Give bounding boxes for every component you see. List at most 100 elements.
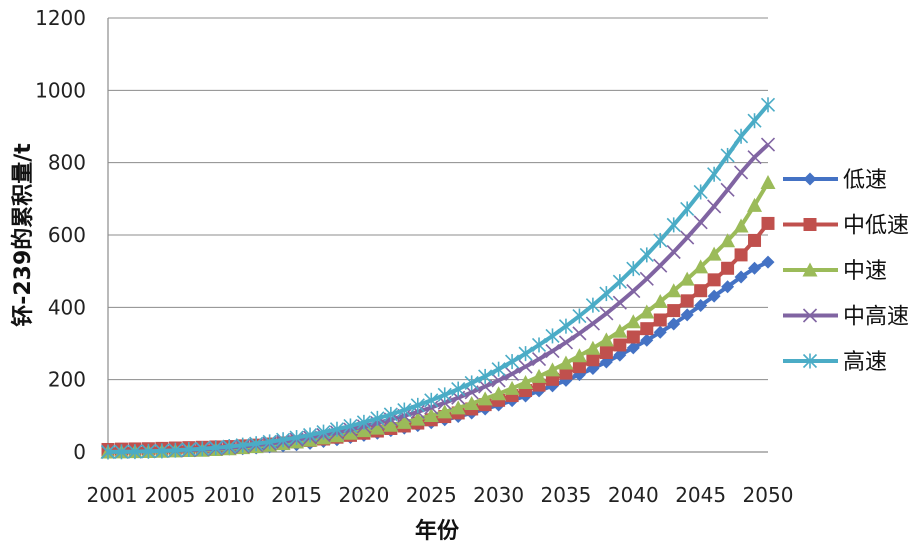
- data-point-高速-2003: [127, 444, 143, 460]
- data-point-高速-2015: [289, 430, 304, 446]
- data-point-中高速-2040: [626, 283, 641, 299]
- x-tick-label-2001: 2001: [87, 483, 138, 507]
- legend-item-中低速: 中低速: [783, 214, 909, 239]
- data-point-高速-2022: [383, 406, 398, 422]
- data-point-中速-2038: [598, 332, 614, 347]
- data-point-低速-2043: [667, 317, 681, 331]
- legend-item-高速: 高速: [783, 350, 887, 375]
- data-point-中速-2035: [558, 355, 574, 370]
- data-point-中速-2028: [464, 396, 480, 411]
- data-point-高速-2019: [343, 418, 358, 434]
- data-point-中速-2036: [571, 348, 587, 363]
- data-point-高速-2021: [370, 410, 385, 426]
- x-axis-title: 年份: [415, 518, 460, 544]
- data-point-高速-2047: [720, 147, 735, 163]
- data-point-中速-2023: [396, 414, 412, 429]
- data-point-中低速-2035: [559, 366, 573, 380]
- data-point-高速-2024: [410, 397, 425, 413]
- data-point-中高速-2043: [666, 244, 681, 260]
- data-point-高速-2026: [437, 387, 452, 403]
- data-point-高速-2009: [208, 440, 223, 456]
- data-point-中高速-2048: [733, 165, 749, 180]
- y-tick-label-1200: 1200: [35, 6, 86, 30]
- data-point-中低速-2049: [748, 233, 762, 247]
- data-point-高速-2016: [302, 427, 318, 443]
- data-point-高速-2044: [680, 201, 695, 217]
- series-line-高速: [107, 103, 770, 454]
- x-tick-label-2040: 2040: [608, 483, 659, 507]
- data-point-中速-2049: [747, 197, 763, 212]
- data-point-中速-2045: [693, 259, 709, 274]
- data-point-高速-2045: [693, 184, 708, 200]
- y-tick-label-800: 800: [48, 151, 86, 175]
- legend-marker-高速: [802, 353, 818, 369]
- data-point-低速-2042: [653, 325, 667, 339]
- series-line-中速: [107, 181, 770, 454]
- data-point-中低速-2041: [640, 322, 654, 336]
- data-point-高速-2025: [424, 392, 439, 408]
- data-point-高速-2028: [464, 375, 479, 391]
- data-point-高速-2048: [733, 128, 749, 144]
- data-point-中速-2020: [356, 423, 372, 438]
- x-tick-label-2035: 2035: [541, 483, 592, 507]
- data-point-高速-2037: [585, 297, 600, 313]
- data-point-中速-2030: [491, 386, 507, 401]
- data-point-中速-2046: [706, 246, 722, 261]
- data-point-中速-2034: [544, 362, 560, 377]
- data-point-中速-2027: [450, 400, 466, 415]
- data-point-高速-2018: [329, 421, 345, 437]
- data-point-高速-2029: [478, 368, 493, 384]
- y-tick-label-1000: 1000: [35, 78, 86, 102]
- data-point-高速-2017: [316, 424, 331, 440]
- data-point-中低速-2037: [586, 353, 600, 367]
- data-point-高速-2001: [100, 444, 116, 460]
- gridlines: [108, 17, 768, 381]
- data-point-中低速-2044: [680, 294, 694, 308]
- legend-label-高速: 高速: [843, 350, 887, 375]
- x-tick-label-2015: 2015: [271, 483, 322, 507]
- data-point-中高速-2044: [680, 230, 695, 245]
- data-point-中速-2044: [679, 271, 695, 286]
- data-point-中高速-2031: [505, 366, 520, 381]
- data-point-中低速-2039: [613, 338, 627, 352]
- y-tick-label-200: 200: [48, 368, 86, 392]
- data-point-高速-2049: [747, 113, 762, 129]
- data-point-中速-2025: [423, 407, 439, 422]
- data-point-中高速-2039: [612, 295, 627, 310]
- series-高速: [100, 97, 776, 460]
- data-point-高速-2008: [195, 441, 210, 457]
- data-point-中高速-2032: [518, 359, 533, 374]
- x-tick-label-2020: 2020: [338, 483, 389, 507]
- data-point-中低速-2047: [721, 261, 735, 275]
- data-point-低速-2049: [748, 261, 762, 275]
- legend-marker-中速: [802, 262, 818, 277]
- data-point-中速-2031: [504, 380, 520, 395]
- data-point-中高速-2035: [558, 335, 574, 350]
- data-point-低速-2048: [734, 270, 748, 284]
- series-line-低速: [107, 260, 769, 454]
- legend-item-低速: 低速: [783, 168, 887, 193]
- data-point-中速-2042: [652, 294, 668, 309]
- data-point-中速-2029: [477, 391, 493, 406]
- data-point-中速-2043: [666, 283, 682, 298]
- legend-label-中高速: 中高速: [843, 305, 909, 330]
- data-point-高速-2042: [653, 232, 668, 248]
- data-point-中低速-2048: [734, 248, 748, 262]
- y-tick-label-400: 400: [48, 295, 86, 319]
- data-point-中低速-2046: [707, 273, 721, 287]
- data-point-高速-2007: [181, 441, 196, 457]
- x-tick-label-2025: 2025: [406, 483, 457, 507]
- data-point-高速-2046: [707, 166, 722, 182]
- data-point-高速-2031: [505, 354, 520, 370]
- data-point-中速-2021: [369, 420, 385, 435]
- y-tick-label-0: 0: [73, 440, 86, 464]
- data-point-中高速-2037: [585, 316, 600, 331]
- data-point-高速-2034: [545, 328, 560, 344]
- data-point-高速-2038: [599, 286, 614, 302]
- data-point-中低速-2038: [599, 346, 613, 360]
- legend-label-中速: 中速: [843, 259, 887, 284]
- data-point-中低速-2050: [761, 216, 775, 230]
- data-point-中高速-2046: [707, 199, 722, 214]
- data-point-高速-2040: [626, 261, 641, 277]
